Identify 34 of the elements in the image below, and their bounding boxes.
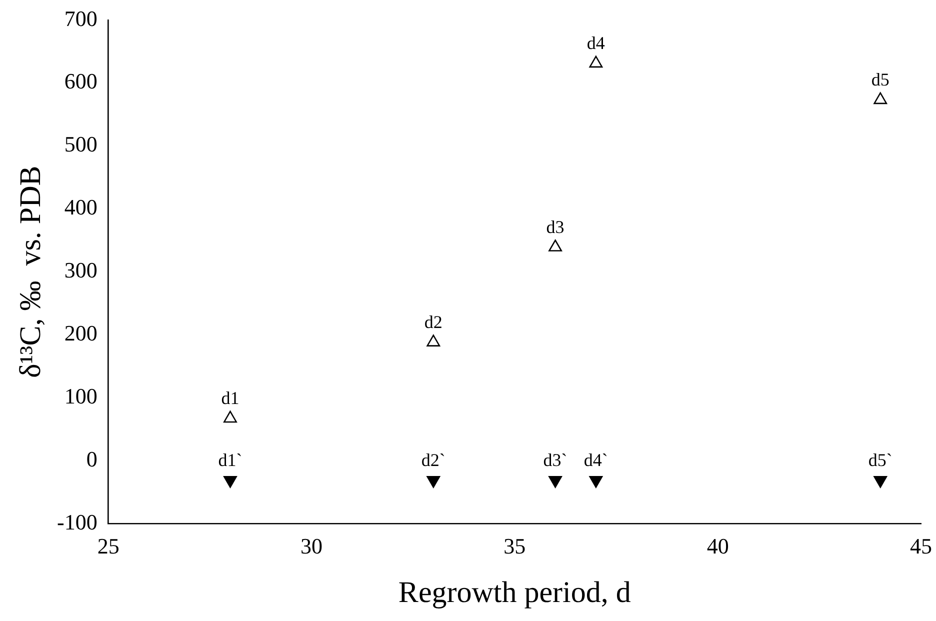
x-tick-label: 30 bbox=[300, 534, 322, 559]
y-tick-label: 100 bbox=[64, 383, 98, 408]
point bbox=[548, 240, 562, 252]
annotation: d3 bbox=[546, 216, 564, 237]
annotation: d1` bbox=[218, 450, 242, 470]
annotation: d4` bbox=[584, 450, 608, 470]
point bbox=[874, 476, 888, 488]
point bbox=[589, 476, 603, 488]
x-tick-label: 25 bbox=[97, 534, 120, 559]
y-tick-label: 400 bbox=[64, 194, 98, 220]
x-tick-label: 45 bbox=[910, 534, 932, 559]
x-tick-label: 40 bbox=[706, 534, 729, 559]
annotation: d2 bbox=[424, 312, 442, 332]
x-axis-title: Regrowth period, d bbox=[398, 576, 631, 609]
y-tick-label: 200 bbox=[64, 320, 98, 346]
y-tick-label: -100 bbox=[57, 509, 98, 534]
annotation: d5 bbox=[871, 70, 890, 90]
y-axis-title: δ¹³C, ‰ vs. PDB bbox=[14, 166, 47, 378]
y-tick-label: 300 bbox=[64, 258, 98, 283]
annotation: d2` bbox=[421, 450, 446, 470]
annotation: d3` bbox=[543, 450, 568, 470]
point bbox=[426, 476, 440, 488]
y-tick-label: 500 bbox=[64, 132, 98, 157]
point bbox=[874, 92, 888, 104]
point bbox=[589, 56, 603, 68]
x-tick-label: 35 bbox=[504, 534, 526, 559]
annotation: d1 bbox=[221, 388, 240, 408]
y-tick-label: 0 bbox=[86, 446, 98, 472]
y-tick-label: 700 bbox=[64, 6, 98, 31]
annotation: d5` bbox=[868, 450, 892, 470]
point bbox=[548, 476, 562, 488]
y-tick-label: 600 bbox=[64, 68, 98, 94]
point bbox=[224, 476, 237, 488]
annotation: d4 bbox=[586, 33, 605, 54]
